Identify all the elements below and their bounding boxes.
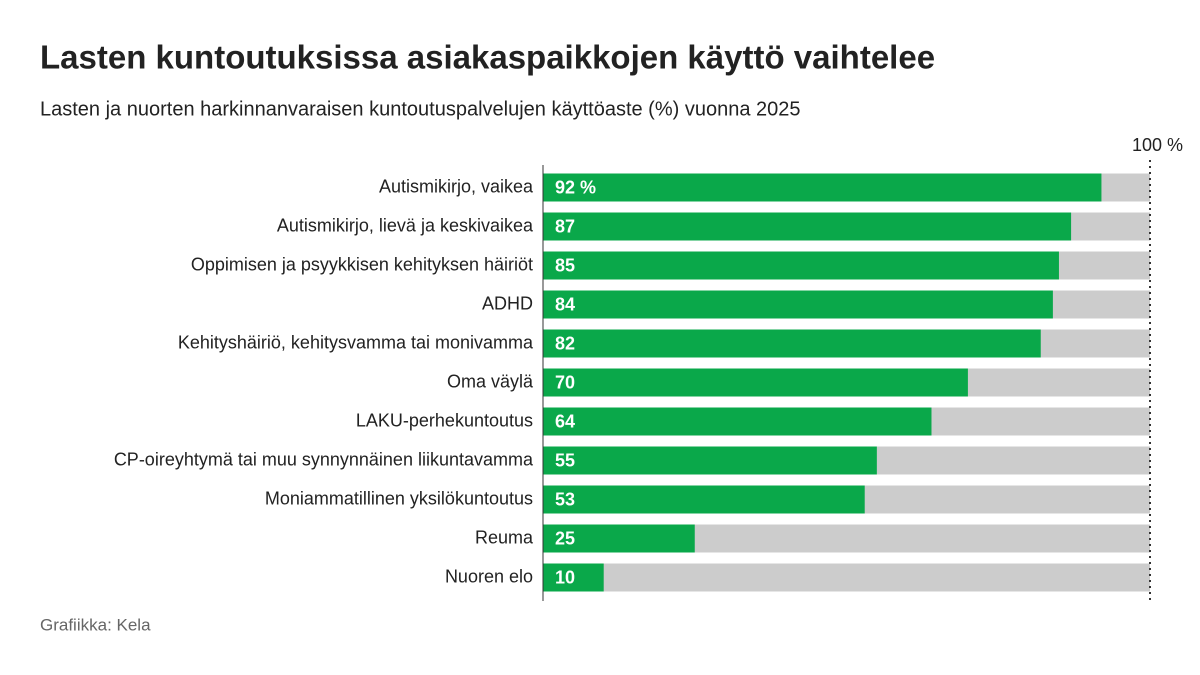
- y-tick-label: Autismikirjo, lievä ja keskivaikea: [277, 215, 534, 235]
- x-tick-label: 100 %: [1132, 135, 1183, 155]
- y-tick-label: Nuoren elo: [445, 566, 533, 586]
- bar: [543, 563, 604, 592]
- bar: [543, 212, 1072, 241]
- bar: [543, 446, 877, 475]
- source: Grafiikka: Kela: [40, 615, 151, 634]
- y-tick-label: ADHD: [482, 293, 533, 313]
- data-label: 92 %: [555, 177, 596, 197]
- bar: [543, 368, 968, 397]
- data-label: 82: [555, 333, 575, 353]
- bar: [543, 329, 1041, 358]
- data-label: 55: [555, 450, 575, 470]
- bar: [543, 251, 1059, 280]
- bar: [543, 524, 695, 553]
- bar: [543, 485, 865, 514]
- data-label: 84: [555, 294, 575, 314]
- bar-background: [543, 563, 1150, 592]
- y-tick-label: LAKU-perhekuntoutus: [356, 410, 533, 430]
- bar: [543, 173, 1102, 202]
- y-tick-label: Moniammatillinen yksilökuntoutus: [265, 488, 533, 508]
- y-tick-label: CP-oireyhtymä tai muu synnynnäinen liiku…: [114, 449, 534, 469]
- y-tick-label: Oma väylä: [447, 371, 534, 391]
- y-tick-label: Oppimisen ja psyykkisen kehityksen häiri…: [191, 254, 533, 274]
- y-tick-label: Autismikirjo, vaikea: [379, 176, 534, 196]
- bar: [543, 407, 932, 436]
- data-label: 10: [555, 567, 575, 587]
- data-label: 25: [555, 528, 575, 548]
- data-label: 85: [555, 255, 575, 275]
- y-tick-label: Kehityshäiriö, kehitysvamma tai monivamm…: [178, 332, 534, 352]
- chart-title: Lasten kuntoutuksissa asiakaspaikkojen k…: [40, 39, 935, 76]
- chart-subtitle: Lasten ja nuorten harkinnanvaraisen kunt…: [40, 98, 801, 120]
- data-label: 87: [555, 216, 575, 236]
- data-label: 64: [555, 411, 575, 431]
- data-label: 53: [555, 489, 575, 509]
- y-tick-label: Reuma: [475, 527, 534, 547]
- bar: [543, 290, 1053, 319]
- data-label: 70: [555, 372, 575, 392]
